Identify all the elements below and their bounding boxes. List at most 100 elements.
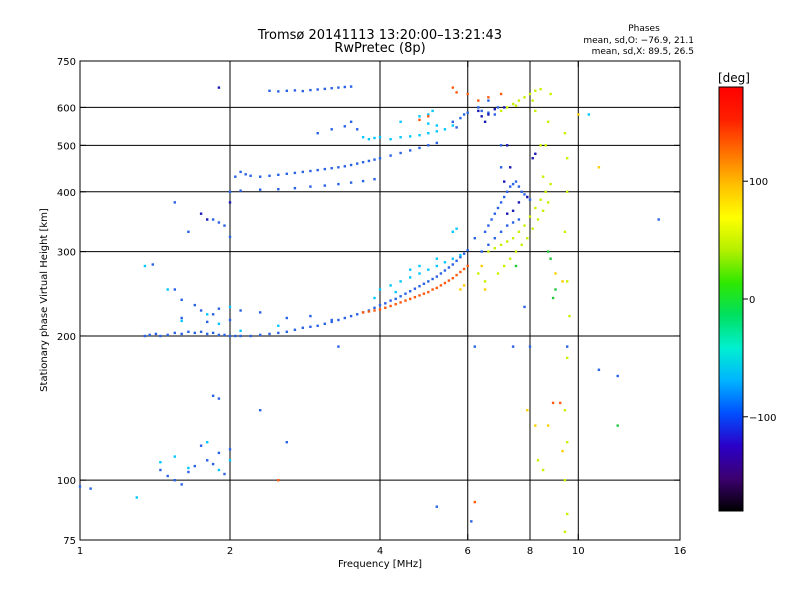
- data-point: [443, 261, 447, 264]
- data-point: [511, 221, 515, 224]
- data-point: [330, 128, 333, 131]
- data-point: [187, 466, 190, 470]
- data-point: [534, 109, 537, 113]
- data-point: [568, 314, 571, 318]
- data-point: [187, 330, 190, 333]
- data-point: [541, 209, 545, 212]
- data-point: [493, 108, 496, 111]
- data-point: [234, 334, 237, 338]
- data-point: [549, 182, 552, 186]
- stats-line-x: mean, sd,X: 89.5, 26.5: [592, 47, 694, 57]
- y-tick-label: 100: [57, 476, 76, 487]
- data-point: [378, 303, 382, 307]
- data-point: [285, 330, 288, 333]
- data-point: [349, 163, 353, 167]
- data-point: [487, 111, 490, 114]
- data-point: [199, 330, 203, 333]
- data-point: [337, 345, 340, 348]
- data-point: [316, 168, 319, 172]
- data-point: [78, 485, 82, 488]
- data-point: [373, 158, 376, 161]
- data-point: [166, 333, 169, 337]
- data-point: [228, 459, 232, 462]
- data-point: [597, 368, 601, 371]
- data-point: [206, 459, 209, 462]
- data-point: [493, 113, 496, 116]
- data-point: [473, 345, 476, 348]
- data-point: [199, 444, 203, 447]
- data-point: [228, 318, 232, 322]
- data-point: [563, 409, 567, 412]
- y-tick-label: 600: [57, 103, 76, 114]
- data-point: [551, 296, 555, 300]
- data-point: [462, 113, 466, 116]
- data-point: [577, 113, 580, 116]
- x-tick-label: 1: [77, 546, 83, 557]
- data-point: [443, 128, 447, 131]
- data-point: [268, 89, 271, 92]
- data-point: [477, 99, 480, 102]
- data-point: [259, 188, 262, 191]
- data-point: [399, 301, 402, 304]
- data-point: [549, 92, 552, 96]
- data-point: [451, 277, 454, 280]
- data-point: [343, 316, 346, 320]
- data-point: [473, 500, 476, 504]
- data-point: [418, 115, 421, 118]
- data-point: [330, 320, 333, 324]
- y-axis-ticks: 75 100 200 300 400 500 600 750: [57, 57, 680, 547]
- data-point: [511, 102, 515, 106]
- data-point: [223, 224, 226, 227]
- data-point: [361, 161, 365, 164]
- y-tick-label: 500: [57, 141, 76, 152]
- data-point: [435, 141, 438, 145]
- data-point: [349, 181, 353, 184]
- data-point: [309, 185, 312, 188]
- data-point: [228, 235, 232, 239]
- data-point: [228, 305, 232, 309]
- data-point: [503, 106, 506, 109]
- data-point: [435, 257, 438, 260]
- data-point: [193, 303, 196, 307]
- data-point: [356, 128, 359, 131]
- data-point: [409, 276, 412, 279]
- data-point: [517, 230, 521, 233]
- data-point: [466, 111, 469, 114]
- data-point: [547, 424, 550, 427]
- data-point: [506, 240, 509, 243]
- data-point: [541, 175, 545, 178]
- data-point: [277, 173, 280, 176]
- data-point: [217, 86, 221, 89]
- colorbar-tick-label: 0: [749, 295, 755, 306]
- data-point: [490, 218, 493, 221]
- data-point: [462, 252, 466, 255]
- data-point: [523, 305, 526, 309]
- y-tick-label: 200: [57, 332, 76, 343]
- data-point: [539, 144, 542, 147]
- data-point: [447, 266, 451, 269]
- data-point: [277, 479, 280, 482]
- data-point: [418, 134, 421, 137]
- colorbar-tick-label: −100: [749, 413, 776, 424]
- data-point: [431, 109, 434, 113]
- data-point: [166, 288, 169, 291]
- data-point: [193, 464, 196, 468]
- stats-line-o: mean, sd,O: −76.9, 21.1: [583, 36, 694, 46]
- data-point: [511, 237, 515, 240]
- x-tick-label: 6: [465, 546, 471, 557]
- data-point: [563, 132, 567, 135]
- chart-title: Tromsø 20141113 13:20:00–13:21:43: [257, 28, 502, 43]
- data-point: [367, 159, 371, 163]
- data-point: [493, 247, 496, 250]
- data-point: [361, 311, 365, 314]
- data-point: [228, 334, 232, 338]
- data-point: [151, 263, 154, 266]
- data-point: [293, 328, 297, 331]
- data-point: [378, 157, 382, 160]
- data-point: [211, 331, 215, 335]
- data-point: [373, 178, 376, 181]
- data-point: [193, 331, 196, 335]
- data-point: [418, 272, 421, 275]
- data-point: [309, 325, 312, 328]
- data-point: [337, 318, 340, 322]
